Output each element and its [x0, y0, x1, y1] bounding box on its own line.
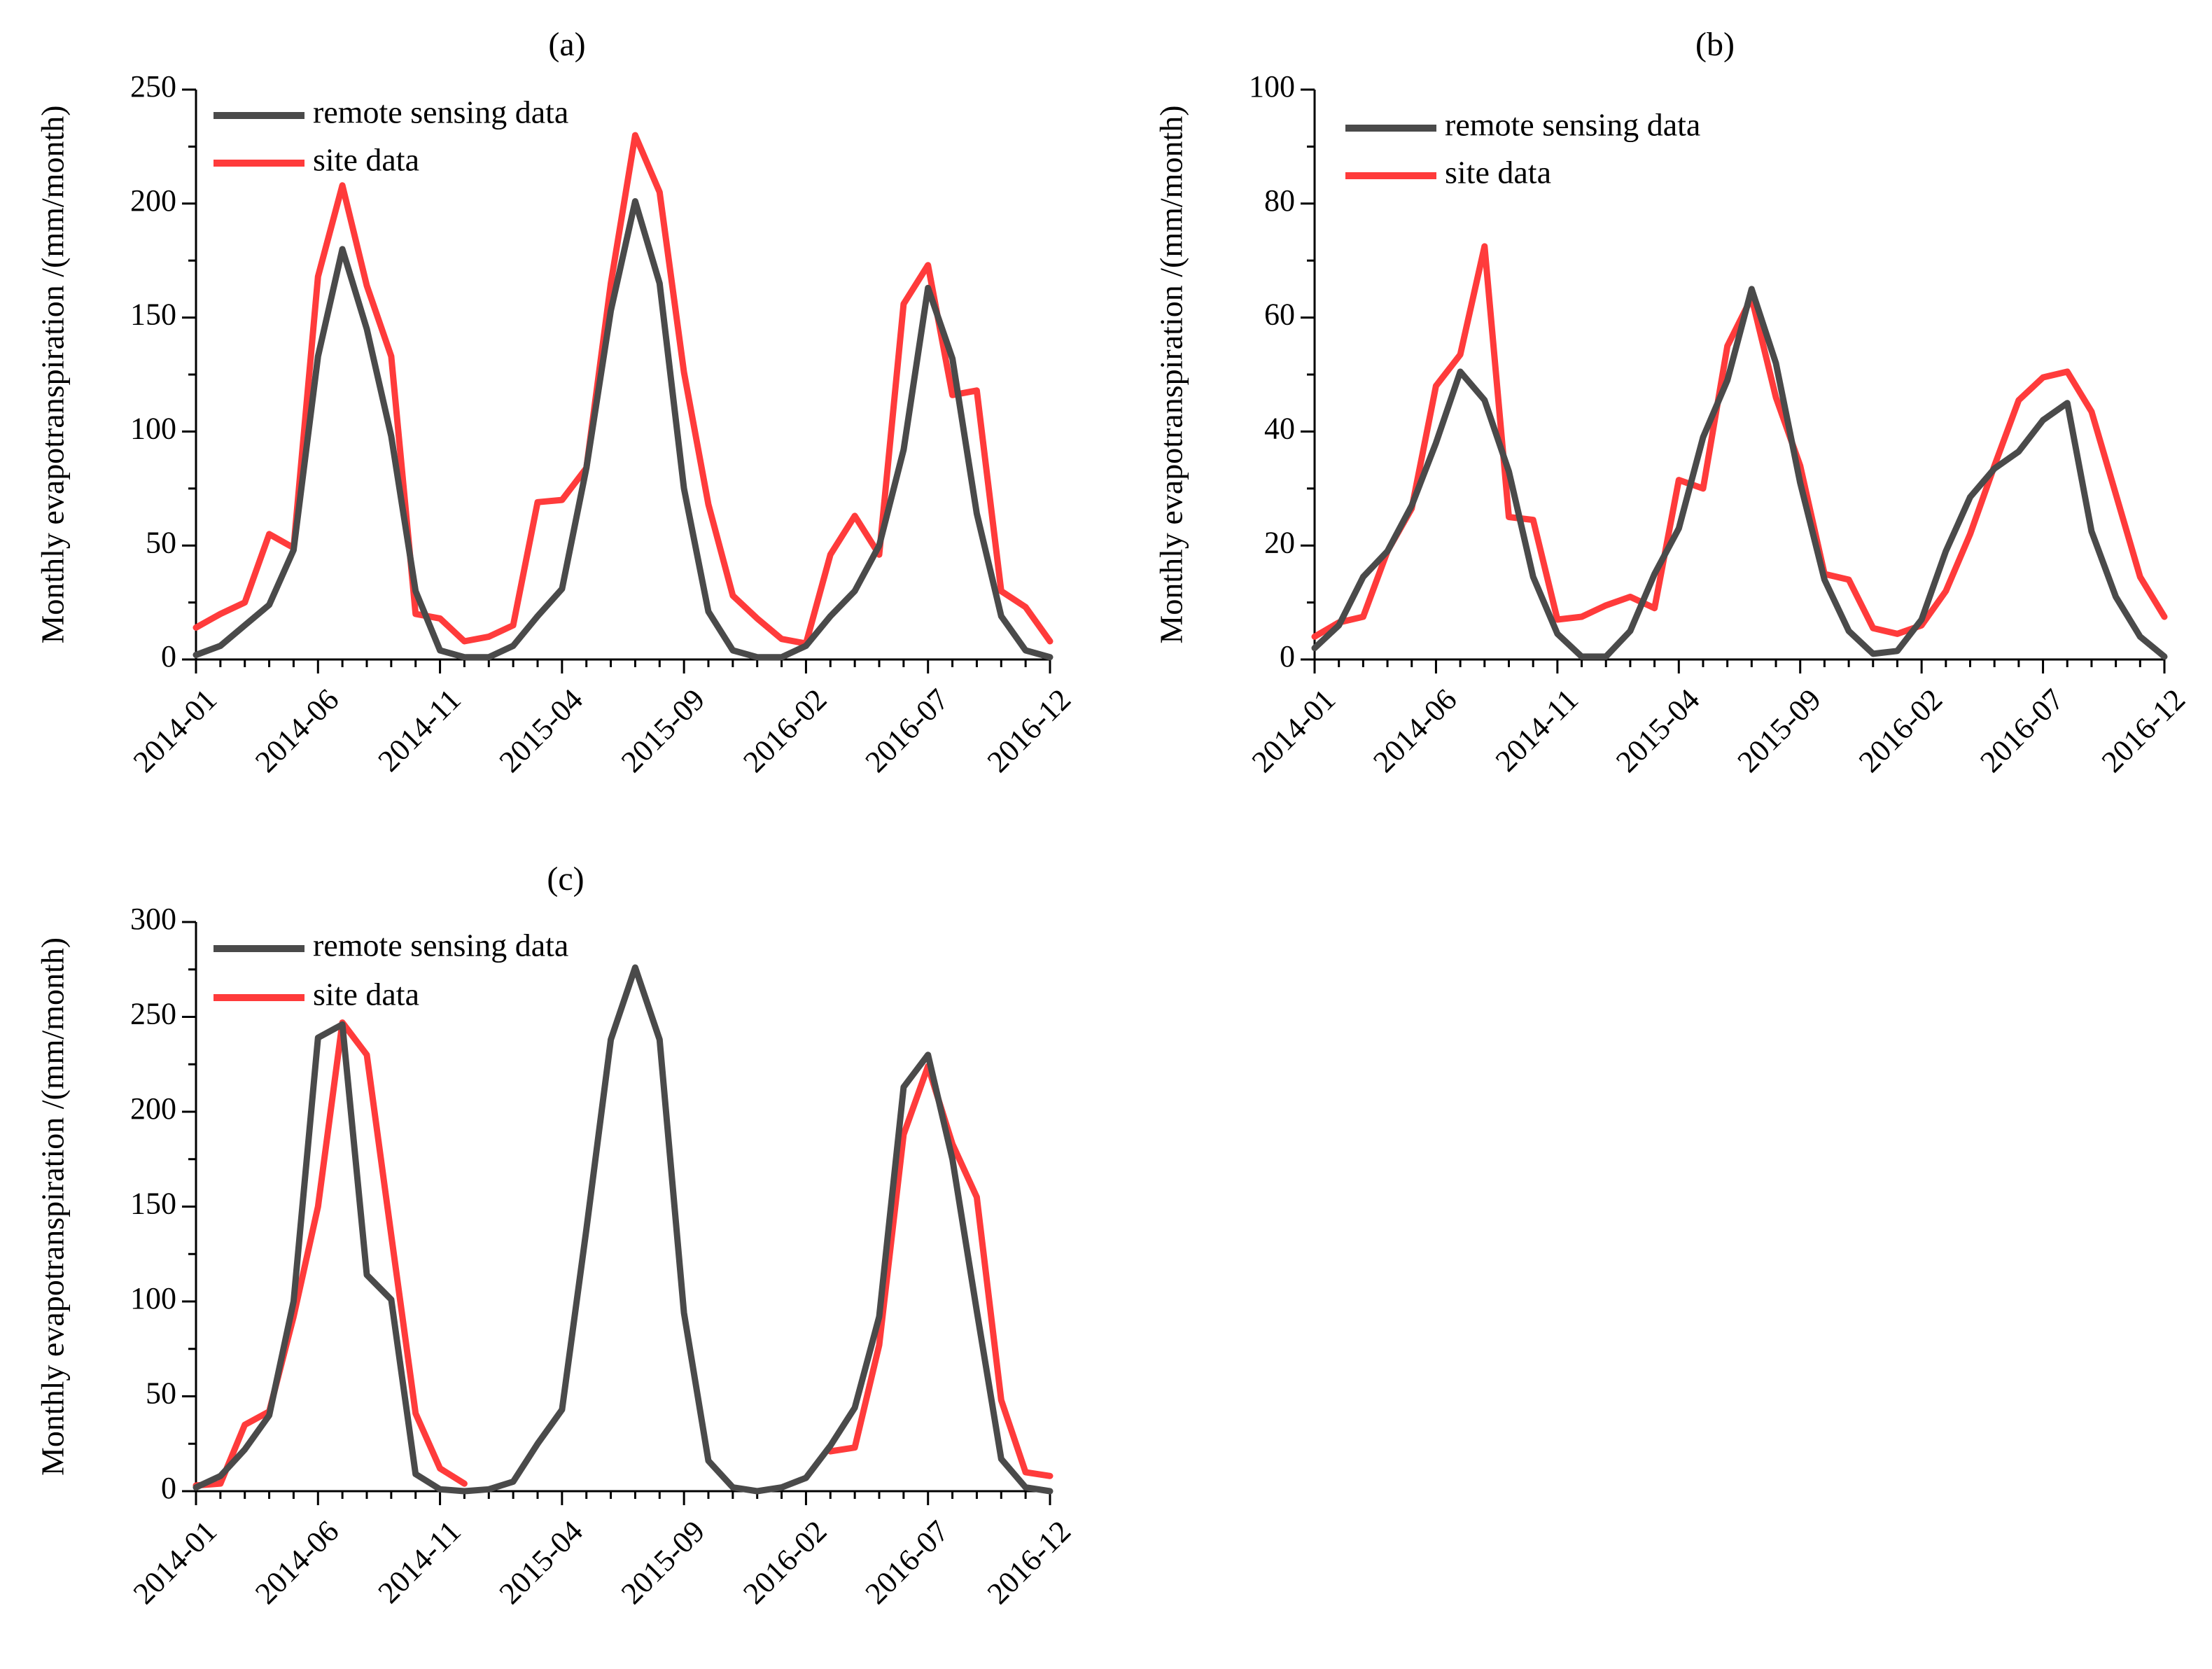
x-tick-label: 2016-02: [736, 682, 833, 778]
x-tick-label: 2014-06: [248, 682, 345, 778]
x-tick-label: 2016-07: [858, 1514, 955, 1610]
legend-label: remote sensing data: [313, 928, 568, 963]
series-line-site-data: [1311, 243, 2168, 640]
x-tick-label: 2016-07: [1973, 682, 2070, 778]
x-tick-label: 2016-02: [1852, 682, 1949, 778]
y-tick-label: 50: [146, 525, 176, 559]
x-tick-label: 2014-11: [372, 682, 468, 778]
chart-panel-c: (c) 0 50 100 150 200 250 300 Monthly evapotransp…: [35, 860, 1078, 1611]
y-axis-title: Monthly evapotranspiration /(mm/month): [35, 105, 71, 643]
y-tick-label: 100: [130, 411, 176, 445]
x-tick-label: 2014-01: [127, 682, 223, 778]
legend-label: remote sensing data: [313, 95, 568, 130]
x-tick-label: 2015-04: [1609, 682, 1706, 778]
series-line-remote-sensing-data: [1311, 286, 2168, 660]
x-tick-label: 2016-12: [981, 682, 1077, 778]
y-tick-label: 0: [1280, 639, 1295, 673]
panel-label: (c): [547, 860, 584, 898]
x-tick-label: 2016-07: [858, 682, 955, 778]
y-tick-label: 80: [1264, 183, 1295, 218]
series-line-remote-sensing-data: [192, 198, 1054, 661]
x-tick-label: 2014-11: [1489, 682, 1585, 778]
y-tick-label: 200: [130, 183, 176, 218]
series-line-site-data: [827, 1063, 1054, 1479]
x-tick-label: 2014-06: [1366, 682, 1463, 778]
y-axis-title: Monthly evapotranspiration /(mm/month): [35, 937, 71, 1476]
x-tick-label: 2015-09: [1730, 682, 1827, 778]
series-line-remote-sensing-data: [192, 964, 1054, 1495]
y-tick-label: 0: [161, 639, 176, 673]
y-tick-label: 20: [1264, 525, 1295, 559]
y-tick-label: 0: [161, 1471, 176, 1505]
panel-label: (b): [1695, 26, 1735, 63]
x-tick-label: 2016-12: [981, 1514, 1077, 1610]
chart-panel-a: (a) 0 50 100 150 200 250 Monthly evapotranspira…: [35, 26, 1078, 779]
legend-label: site data: [313, 977, 419, 1012]
series-line-site-data: [192, 1019, 468, 1489]
x-tick-label: 2015-04: [493, 682, 589, 778]
panel-label: (a): [548, 26, 585, 63]
series-line-site-data: [192, 132, 1054, 647]
y-axis-title: Monthly evapotranspiration /(mm/month): [1154, 105, 1189, 643]
y-tick-label: 150: [130, 298, 176, 332]
x-tick-label: 2014-11: [372, 1514, 468, 1609]
x-tick-label: 2015-09: [615, 682, 711, 778]
y-tick-label: 100: [130, 1281, 176, 1315]
y-tick-label: 250: [130, 69, 176, 104]
legend-label: site data: [1445, 155, 1551, 190]
legend-label: remote sensing data: [1445, 107, 1700, 143]
legend-label: site data: [313, 142, 419, 178]
y-tick-label: 150: [130, 1187, 176, 1221]
y-tick-label: 250: [130, 997, 176, 1031]
x-tick-label: 2014-01: [1245, 682, 1342, 778]
x-tick-label: 2016-12: [2095, 682, 2192, 778]
x-tick-label: 2015-09: [615, 1514, 711, 1610]
y-tick-label: 100: [1249, 69, 1295, 104]
x-tick-label: 2015-04: [493, 1514, 589, 1610]
chart-panel-b: (b) 0 20 40 60 80 100 Monthly evapotranspiratio…: [1154, 26, 2192, 779]
x-tick-label: 2014-06: [248, 1514, 345, 1610]
y-tick-label: 200: [130, 1091, 176, 1126]
y-tick-label: 50: [146, 1376, 176, 1411]
x-tick-label: 2016-02: [736, 1514, 833, 1610]
x-tick-label: 2014-01: [127, 1514, 223, 1610]
y-tick-label: 60: [1264, 298, 1295, 332]
y-tick-label: 300: [130, 902, 176, 936]
y-tick-label: 40: [1264, 411, 1295, 445]
